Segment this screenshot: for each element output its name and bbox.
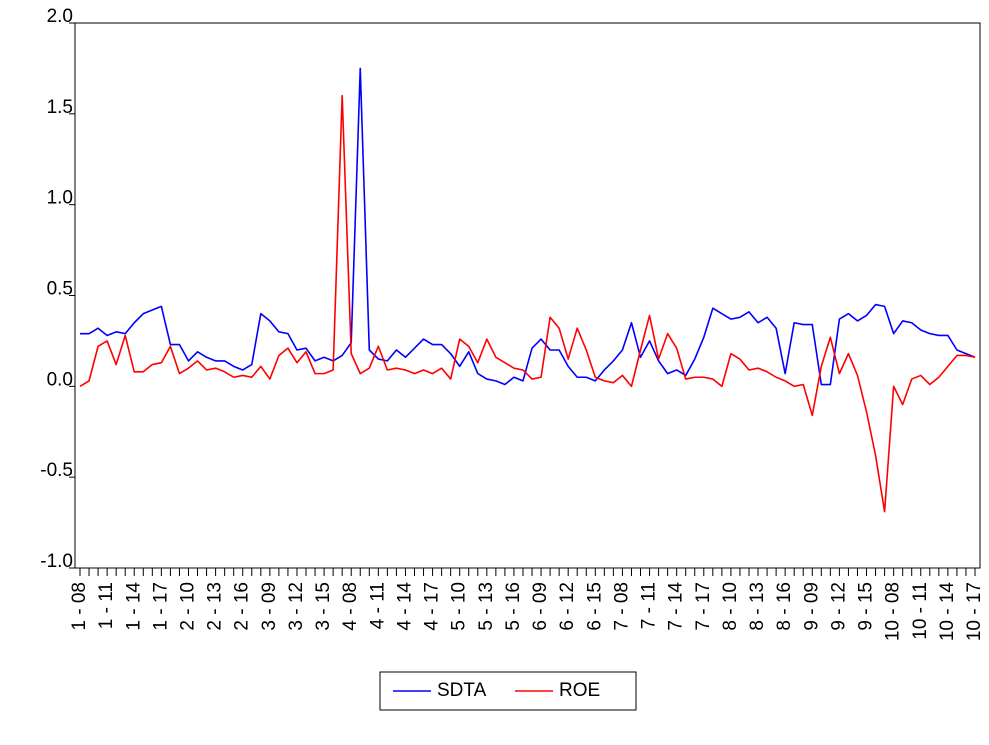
x-tick-label: 1 - 08 bbox=[69, 582, 90, 631]
x-tick-label: 3 - 15 bbox=[313, 582, 334, 631]
x-tick-label: 6 - 12 bbox=[557, 582, 578, 631]
plot-frame bbox=[74, 22, 981, 569]
y-tick-label: -0.5 bbox=[40, 460, 73, 481]
x-tick-label: 8 - 13 bbox=[747, 582, 768, 631]
x-tick-label: 2 - 16 bbox=[232, 582, 253, 631]
legend-label: SDTA bbox=[437, 680, 487, 701]
x-tick-label: 2 - 13 bbox=[205, 582, 226, 631]
x-tick-label: 1 - 14 bbox=[123, 582, 144, 631]
x-tick-label: 9 - 09 bbox=[801, 582, 822, 631]
x-tick-label: 4 - 17 bbox=[422, 582, 443, 631]
x-tick-label: 8 - 16 bbox=[774, 582, 795, 631]
x-tick-label: 2 - 10 bbox=[178, 582, 199, 631]
x-tick-label: 4 - 14 bbox=[394, 582, 415, 631]
x-tick-label: 6 - 09 bbox=[530, 582, 551, 631]
x-tick-label: 4 - 08 bbox=[340, 582, 361, 631]
x-tick-label: 8 - 10 bbox=[720, 582, 741, 631]
x-tick-label: 10 - 14 bbox=[937, 582, 958, 642]
x-tick-label: 10 - 08 bbox=[883, 582, 904, 641]
x-tick-label: 5 - 13 bbox=[476, 582, 497, 631]
x-tick-label: 4 - 11 bbox=[367, 582, 388, 629]
legend-label: ROE bbox=[559, 680, 600, 701]
x-tick-label: 1 - 11 bbox=[96, 582, 117, 629]
y-tick-label: 1.5 bbox=[47, 97, 73, 118]
x-tick-label: 3 - 09 bbox=[259, 582, 280, 631]
x-tick-label: 7 - 11 bbox=[639, 582, 660, 629]
x-tick-label: 7 - 08 bbox=[611, 582, 632, 631]
x-tick-label: 7 - 17 bbox=[693, 582, 714, 631]
x-tick-label: 1 - 17 bbox=[150, 582, 171, 631]
x-tick-label: 6 - 15 bbox=[584, 582, 605, 631]
series-line bbox=[79, 94, 976, 513]
y-tick-label: 1.0 bbox=[47, 188, 73, 209]
x-tick-label: 7 - 14 bbox=[666, 582, 687, 631]
y-tick-label: 2.0 bbox=[47, 6, 73, 27]
x-tick-label: 9 - 15 bbox=[856, 582, 877, 631]
x-tick-label: 5 - 16 bbox=[503, 582, 524, 631]
y-tick-label: 0.5 bbox=[47, 279, 73, 300]
x-tick-label: 5 - 10 bbox=[449, 582, 470, 631]
x-tick-label: 9 - 12 bbox=[828, 582, 849, 631]
x-tick-label: 10 - 11 bbox=[910, 582, 931, 640]
x-tick-label: 10 - 17 bbox=[964, 582, 985, 641]
y-tick-label: 0.0 bbox=[47, 369, 73, 390]
y-tick-label: -1.0 bbox=[40, 551, 73, 572]
x-tick-label: 3 - 12 bbox=[286, 582, 307, 631]
series-line bbox=[80, 67, 976, 386]
